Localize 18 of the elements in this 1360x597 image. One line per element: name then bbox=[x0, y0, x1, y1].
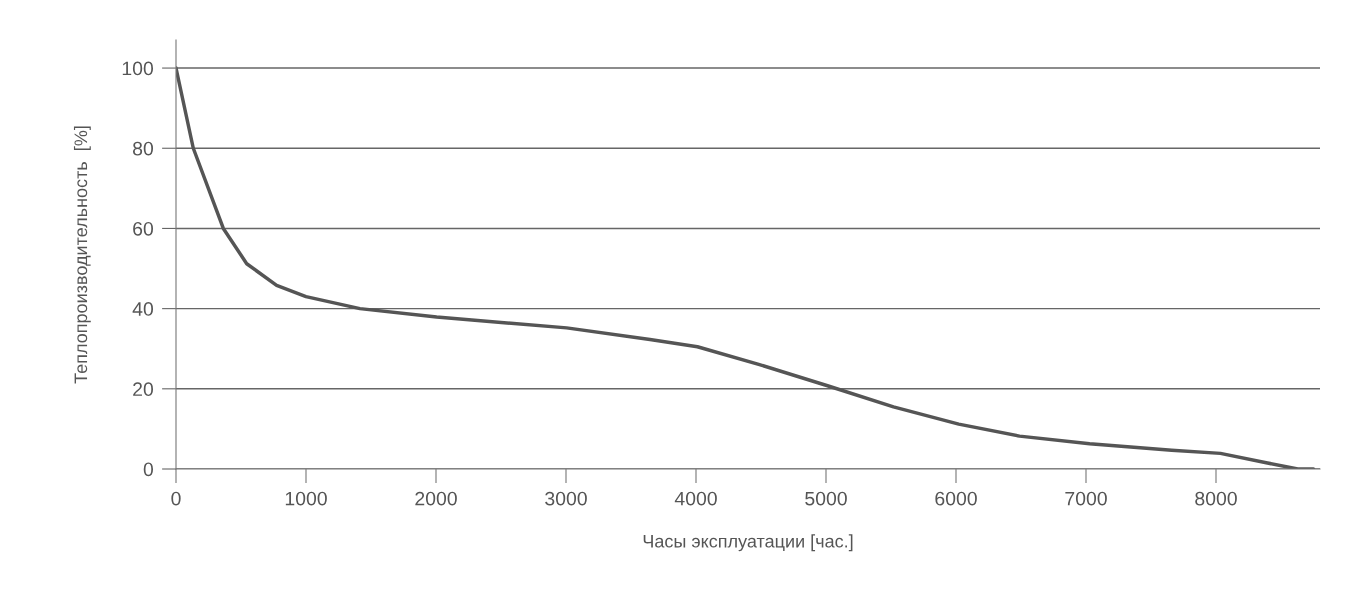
x-tick-label: 8000 bbox=[1195, 491, 1237, 506]
y-axis-title: Теплопроизводительность [%] bbox=[73, 126, 91, 384]
x-tick-label: 6000 bbox=[935, 491, 977, 506]
x-tick-label: 2000 bbox=[415, 491, 457, 506]
y-tick-label: 100 bbox=[122, 61, 154, 76]
y-tick-label: 20 bbox=[133, 382, 154, 397]
y-tick-label: 0 bbox=[143, 462, 154, 477]
x-tick-label: 4000 bbox=[674, 491, 717, 506]
y-tick-label: 60 bbox=[133, 221, 154, 236]
y-tick-label: 80 bbox=[133, 141, 154, 156]
x-axis-title: Часы эксплуатации [час.] bbox=[643, 534, 853, 552]
x-tick-label: 0 bbox=[171, 491, 181, 506]
y-tick-label: 40 bbox=[132, 302, 154, 316]
x-tick-label: 7000 bbox=[1065, 491, 1107, 506]
x-tick-label: 3000 bbox=[545, 491, 587, 506]
x-tick-label: 5000 bbox=[805, 491, 847, 506]
x-tick-label: 1000 bbox=[285, 491, 327, 506]
line-series bbox=[176, 66, 1316, 469]
